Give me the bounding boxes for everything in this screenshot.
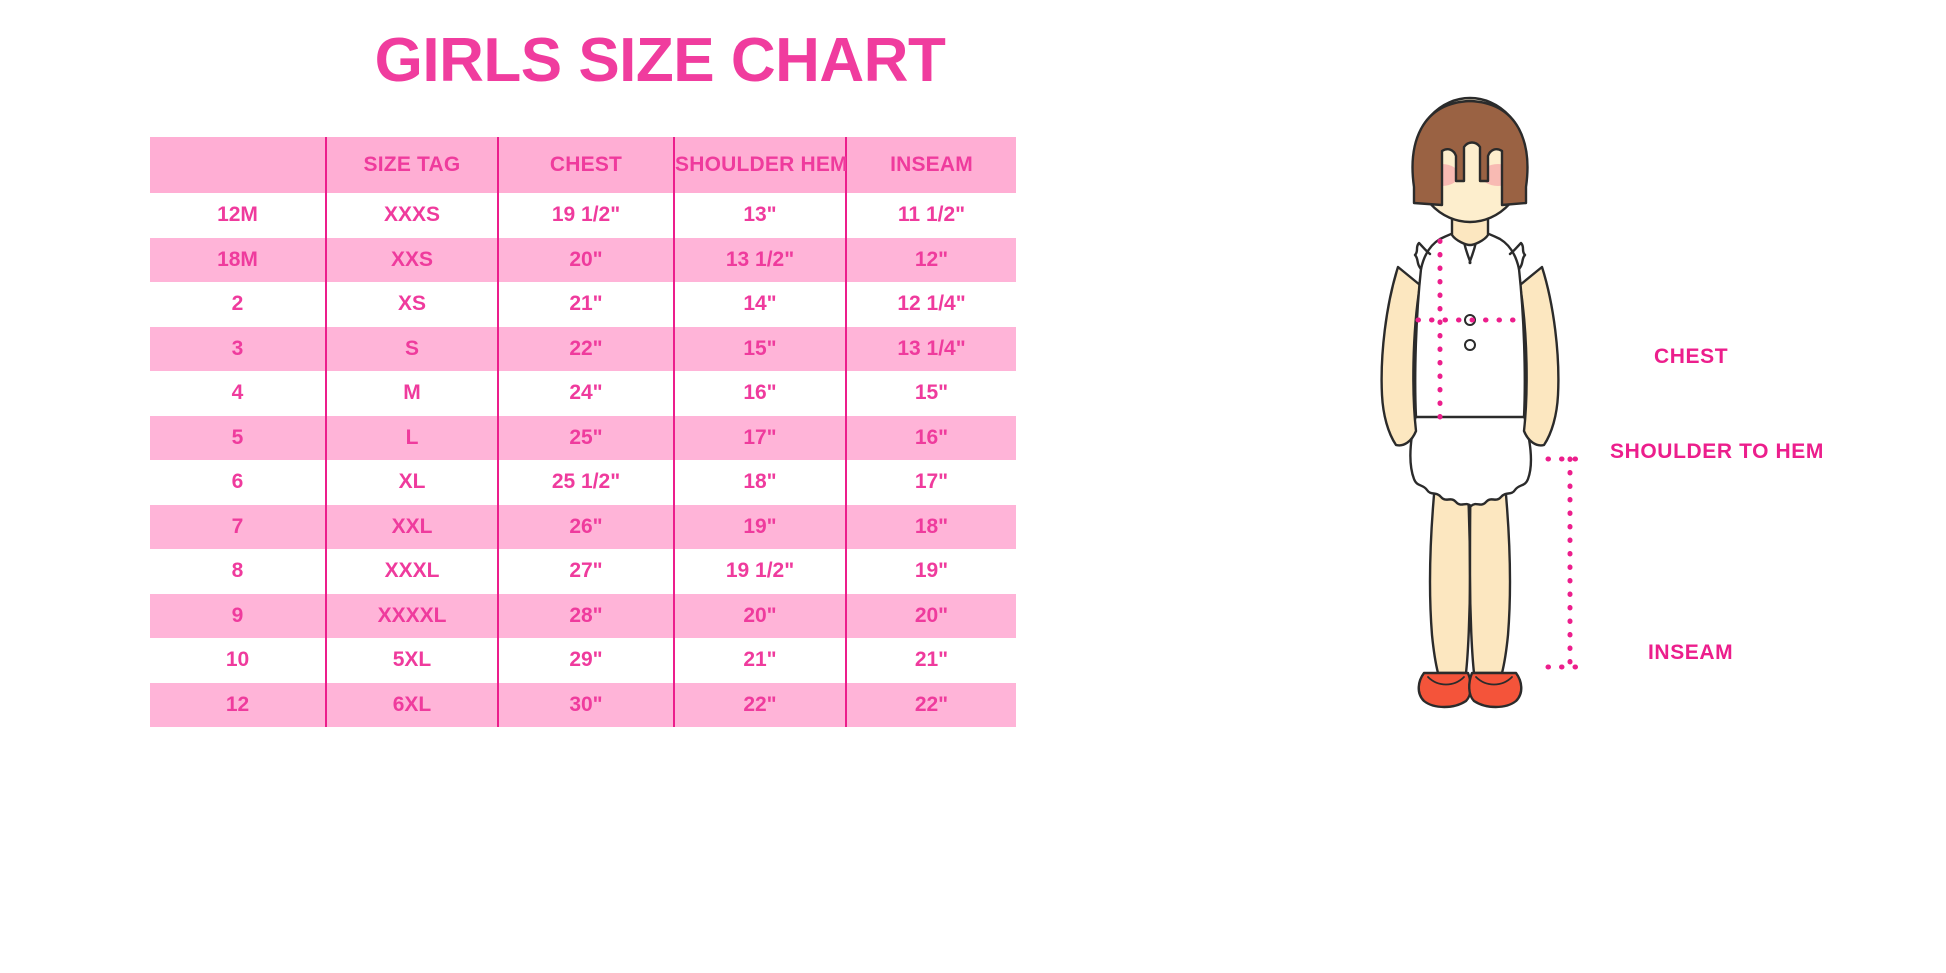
cell-size: 12M [150, 193, 326, 238]
cell-chest: 25" [497, 415, 674, 460]
cell-chest: 26" [497, 504, 674, 549]
table-row: 9 XXXXL 28" 20" 20" [150, 593, 1016, 638]
cell-size: 9 [150, 593, 326, 638]
cell-chest: 24" [497, 371, 674, 416]
table-row: 18M XXS 20" 13 1/2" 12" [150, 237, 1016, 282]
cell-chest: 19 1/2" [497, 193, 674, 238]
cell-size-tag: XXXL [325, 549, 498, 594]
left-shoulder-ruffle [1413, 241, 1432, 271]
cell-inseam: 19" [845, 549, 1016, 594]
cell-shoulder-hem: 19 1/2" [673, 549, 846, 594]
cell-shoulder-hem: 20" [673, 593, 846, 638]
cell-size-tag: XL [325, 460, 498, 505]
cell-shoulder-hem: 19" [673, 504, 846, 549]
right-shoe-strap [1475, 676, 1513, 686]
cell-chest: 27" [497, 549, 674, 594]
table-header-row: SIZE TAG CHEST SHOULDER HEM INSEAM [150, 137, 1016, 193]
cell-chest: 22" [497, 326, 674, 371]
cell-size-tag: L [325, 415, 498, 460]
cell-chest: 21" [497, 282, 674, 327]
column-header-size [150, 137, 326, 193]
cell-size-tag: 6XL [325, 682, 498, 727]
cell-shoulder-hem: 21" [673, 638, 846, 683]
column-header-chest: CHEST [497, 137, 674, 193]
cell-size-tag: 5XL [325, 638, 498, 683]
cell-size: 18M [150, 237, 326, 282]
column-header-size-tag: SIZE TAG [325, 137, 498, 193]
cell-shoulder-hem: 22" [673, 682, 846, 727]
table-row: 6 XL 25 1/2" 18" 17" [150, 460, 1016, 505]
table-row: 7 XXL 26" 19" 18" [150, 504, 1016, 549]
hair [1411, 99, 1529, 207]
cell-inseam: 18" [845, 504, 1016, 549]
cell-shoulder-hem: 18" [673, 460, 846, 505]
cell-size-tag: S [325, 326, 498, 371]
table-row: 12M XXXS 19 1/2" 13" 11 1/2" [150, 193, 1016, 238]
cell-shoulder-hem: 17" [673, 415, 846, 460]
right-arm [1518, 265, 1560, 447]
cell-size: 6 [150, 460, 326, 505]
cell-chest: 20" [497, 237, 674, 282]
cell-shoulder-hem: 13" [673, 193, 846, 238]
left-arm [1380, 265, 1422, 447]
cell-size-tag: XXS [325, 237, 498, 282]
size-chart-table-wrap: SIZE TAG CHEST SHOULDER HEM INSEAM 12M X… [150, 137, 1016, 727]
cell-size: 2 [150, 282, 326, 327]
cell-shoulder-hem: 13 1/2" [673, 237, 846, 282]
column-header-shoulder-hem: SHOULDER HEM [673, 137, 848, 193]
cell-size-tag: XS [325, 282, 498, 327]
table-row: 4 M 24" 16" 15" [150, 371, 1016, 416]
left-shoe-strap [1427, 676, 1465, 686]
table-row: 12 6XL 30" 22" 22" [150, 682, 1016, 727]
cell-inseam: 11 1/2" [845, 193, 1016, 238]
callout-chest: CHEST [1654, 345, 1729, 368]
cell-size: 5 [150, 415, 326, 460]
cell-chest: 25 1/2" [497, 460, 674, 505]
bottom-button [1464, 339, 1476, 351]
cell-shoulder-hem: 14" [673, 282, 846, 327]
table-row: 8 XXXL 27" 19 1/2" 19" [150, 549, 1016, 594]
right-shoulder-ruffle [1508, 241, 1527, 271]
cell-chest: 29" [497, 638, 674, 683]
cell-inseam: 17" [845, 460, 1016, 505]
cell-inseam: 12" [845, 237, 1016, 282]
table-row: 2 XS 21" 14" 12 1/4" [150, 282, 1016, 327]
cell-inseam: 13 1/4" [845, 326, 1016, 371]
cell-shoulder-hem: 15" [673, 326, 846, 371]
table-row: 3 S 22" 15" 13 1/4" [150, 326, 1016, 371]
cell-chest: 28" [497, 593, 674, 638]
cell-shoulder-hem: 16" [673, 371, 846, 416]
cell-size: 10 [150, 638, 326, 683]
cell-inseam: 16" [845, 415, 1016, 460]
table-row: 5 L 25" 17" 16" [150, 415, 1016, 460]
table-body: 12M XXXS 19 1/2" 13" 11 1/2" 18M XXS 20"… [150, 193, 1016, 727]
cell-inseam: 21" [845, 638, 1016, 683]
cell-size-tag: XXXXL [325, 593, 498, 638]
cell-size: 4 [150, 371, 326, 416]
cell-size: 8 [150, 549, 326, 594]
callout-inseam: INSEAM [1648, 641, 1734, 664]
skirt [1409, 413, 1533, 508]
cell-inseam: 20" [845, 593, 1016, 638]
cell-size-tag: XXL [325, 504, 498, 549]
cell-size: 12 [150, 682, 326, 727]
table-header: SIZE TAG CHEST SHOULDER HEM INSEAM [150, 137, 1016, 193]
callout-shoulder-to-hem: SHOULDER TO HEM [1610, 440, 1824, 463]
cell-inseam: 12 1/4" [845, 282, 1016, 327]
cell-size: 3 [150, 326, 326, 371]
column-header-inseam: INSEAM [845, 137, 1016, 193]
table-row: 10 5XL 29" 21" 21" [150, 638, 1016, 683]
cell-inseam: 15" [845, 371, 1016, 416]
girl-figure-illustration [1320, 55, 1620, 715]
cell-chest: 30" [497, 682, 674, 727]
cell-inseam: 22" [845, 682, 1016, 727]
cell-size-tag: M [325, 371, 498, 416]
cell-size-tag: XXXS [325, 193, 498, 238]
size-chart-table: SIZE TAG CHEST SHOULDER HEM INSEAM 12M X… [150, 137, 1016, 727]
cell-size: 7 [150, 504, 326, 549]
page-title: GIRLS SIZE CHART [374, 26, 946, 95]
